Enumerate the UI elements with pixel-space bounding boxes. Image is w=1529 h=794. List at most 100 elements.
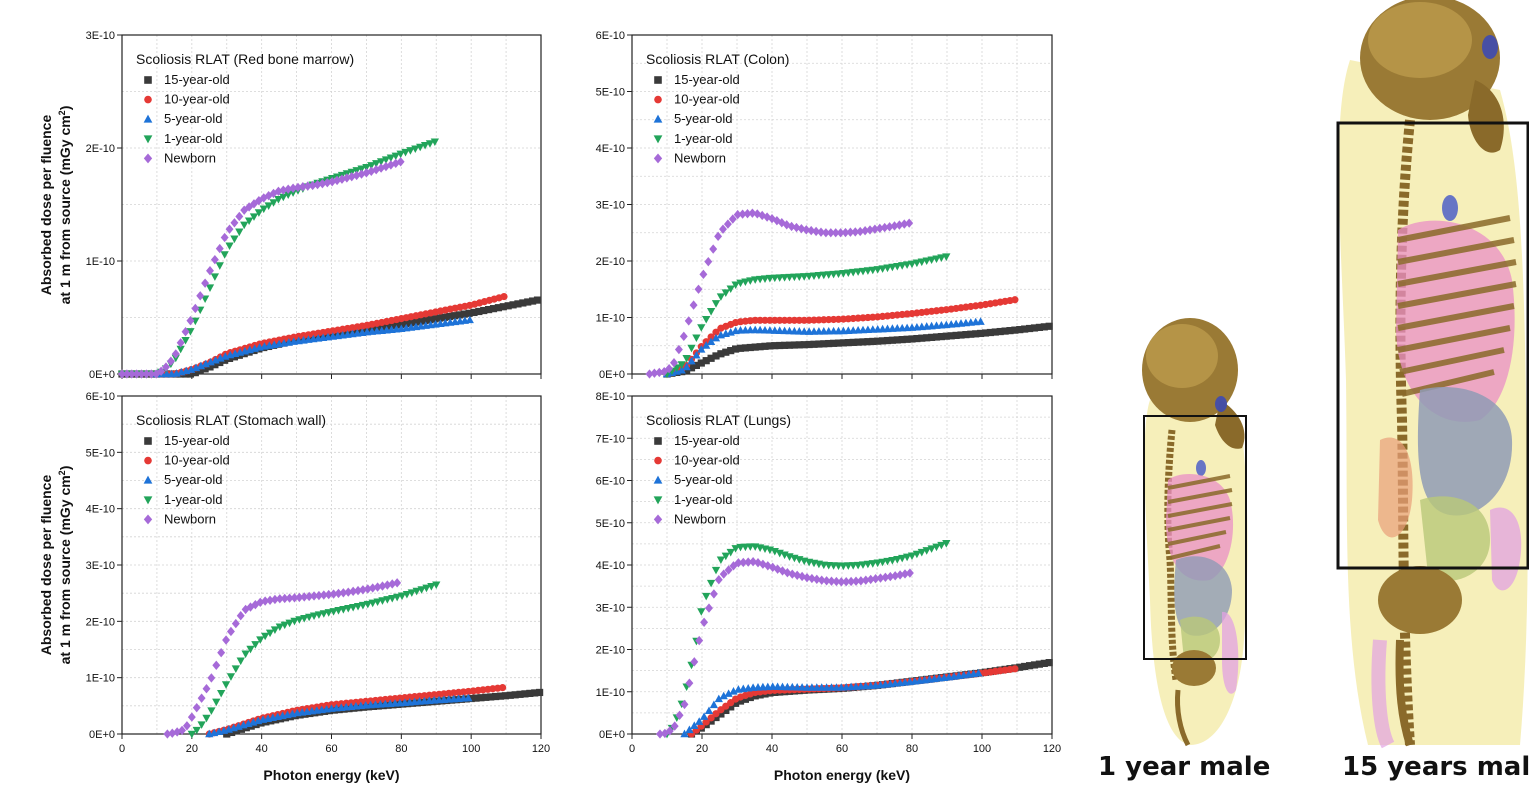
data-point — [883, 264, 892, 273]
data-point — [372, 160, 381, 168]
data-point — [724, 689, 733, 697]
data-point — [460, 310, 468, 318]
data-point — [210, 254, 219, 265]
data-point — [733, 209, 742, 220]
data-point — [912, 259, 922, 268]
data-point — [465, 315, 474, 324]
y-tick-label: 1E-10 — [86, 256, 115, 268]
data-point — [792, 222, 801, 233]
x-tick-label: 100 — [462, 743, 480, 755]
y-tick-label: 5E-10 — [596, 87, 625, 99]
data-point — [181, 327, 190, 337]
data-point — [702, 341, 711, 349]
data-point — [162, 362, 170, 372]
data-point — [866, 574, 875, 585]
data-point — [753, 209, 762, 219]
data-point — [290, 617, 299, 626]
data-point — [905, 218, 914, 228]
data-point — [761, 342, 769, 350]
data-point — [826, 228, 835, 238]
data-point — [927, 545, 936, 553]
data-point — [1040, 659, 1048, 667]
data-point — [391, 152, 400, 161]
data-point — [732, 345, 740, 353]
chart-canvas: 0E+0 1E-10 2E-10 3E-10 Scoliosis RLAT (Red b… — [38, 30, 1061, 783]
data-point — [810, 340, 818, 348]
data-point — [378, 581, 387, 591]
data-point — [285, 619, 294, 628]
y-tick-label: 5E-10 — [86, 447, 115, 459]
data-point — [864, 338, 872, 346]
data-point — [1045, 322, 1053, 330]
data-point — [382, 322, 390, 330]
data-point — [711, 300, 721, 308]
data-point — [932, 333, 941, 341]
data-point — [895, 220, 904, 230]
data-point — [684, 316, 693, 326]
x-tick-label: 80 — [395, 743, 407, 755]
data-point — [879, 337, 887, 345]
data-point — [714, 694, 723, 703]
data-point — [220, 251, 229, 259]
data-point — [712, 352, 720, 360]
data-point — [690, 721, 699, 729]
data-point — [310, 591, 319, 601]
data-point — [1021, 325, 1029, 333]
data-point — [695, 635, 704, 646]
data-point — [426, 316, 434, 324]
data-point — [157, 366, 166, 376]
data-point — [494, 304, 503, 312]
data-point — [201, 359, 210, 368]
data-point — [781, 341, 789, 349]
data-point — [874, 337, 882, 345]
y-tick-label: 2E-10 — [596, 645, 625, 657]
data-point — [741, 695, 749, 703]
data-point — [269, 199, 278, 207]
legend-marker — [143, 135, 153, 144]
y-axis-label-line1: Absorbed dose per fluence — [38, 115, 54, 296]
data-point — [235, 211, 244, 222]
data-point — [1030, 324, 1039, 332]
data-point — [685, 678, 694, 688]
data-point — [772, 216, 781, 226]
data-point — [416, 143, 425, 152]
data-point — [373, 598, 382, 607]
data-point — [186, 370, 195, 378]
data-point — [883, 557, 892, 566]
data-point — [280, 621, 289, 630]
data-point — [236, 657, 245, 666]
data-point — [891, 571, 900, 581]
data-point — [665, 363, 674, 374]
series-newborn — [656, 557, 914, 739]
data-point — [261, 596, 270, 606]
data-point — [677, 361, 686, 369]
data-point — [917, 258, 926, 267]
y-tick-label: 3E-10 — [596, 602, 625, 614]
data-point — [788, 569, 797, 579]
data-point — [225, 224, 234, 234]
legend-label: 5-year-old — [674, 111, 733, 126]
x-tick-label: 0 — [119, 743, 125, 755]
data-point — [362, 168, 371, 178]
series-5-year-old — [152, 315, 474, 378]
data-point — [905, 568, 914, 578]
data-point — [201, 365, 209, 373]
legend-marker — [654, 437, 662, 445]
legend-label: 5-year-old — [164, 111, 223, 126]
chart-grid: 0E+0 1E-10 2E-10 3E-10 Scoliosis RLAT (Red b… — [38, 30, 1061, 783]
data-point — [521, 690, 529, 698]
legend-marker — [143, 153, 153, 164]
data-point — [776, 341, 784, 350]
data-point — [196, 291, 205, 301]
data-point — [689, 300, 698, 310]
data-point — [849, 338, 857, 346]
data-point — [679, 331, 688, 342]
data-point — [687, 344, 696, 353]
data-point — [942, 253, 951, 261]
data-point — [923, 334, 931, 342]
data-point — [249, 213, 259, 221]
data-point — [275, 623, 284, 632]
data-point — [279, 185, 288, 195]
data-point — [702, 718, 710, 726]
data-point — [1011, 326, 1019, 334]
